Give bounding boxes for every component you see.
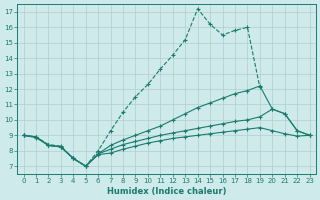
X-axis label: Humidex (Indice chaleur): Humidex (Indice chaleur) [107, 187, 226, 196]
